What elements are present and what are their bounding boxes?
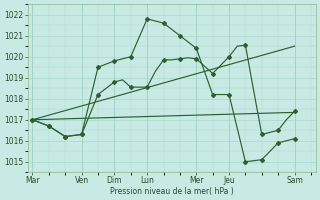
X-axis label: Pression niveau de la mer( hPa ): Pression niveau de la mer( hPa )	[110, 187, 234, 196]
